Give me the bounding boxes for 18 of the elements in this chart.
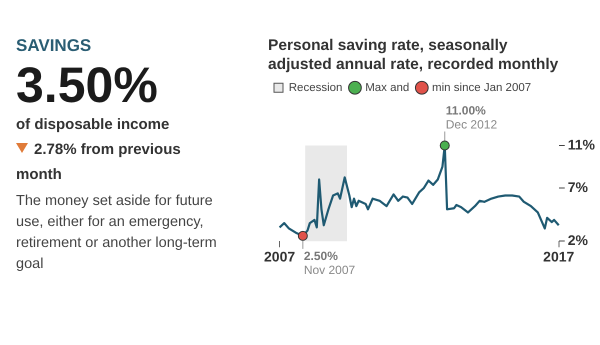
x-tick-label: 2007: [264, 248, 296, 264]
annotation: Dec 2012: [446, 118, 498, 132]
x-tick-label: 2017: [543, 248, 575, 264]
annotation: Nov 2007: [304, 262, 356, 277]
legend-label: min since Jan 2007: [432, 82, 532, 94]
text: 3.50%: [16, 57, 159, 113]
y-tick-label: 2%: [568, 232, 589, 248]
y-tick-label: 11%: [568, 136, 596, 152]
legend-label: Max and: [365, 82, 410, 94]
y-tick-label: 7%: [568, 178, 589, 195]
text: SAVINGS: [16, 36, 92, 56]
legend-label: Recession: [288, 82, 342, 94]
text: of disposable income: [16, 115, 170, 135]
text: 2.78% from previous month: [16, 140, 182, 185]
annotation: 2.50%: [304, 248, 338, 263]
text: The money set aside for future use, either for an emergency, retirement or another long-term goal: [16, 192, 218, 274]
chart-title: Personal saving rate, seasonally adjusted annual rate, recorded monthly: [267, 36, 560, 74]
annotation: 11.00%: [446, 104, 486, 118]
